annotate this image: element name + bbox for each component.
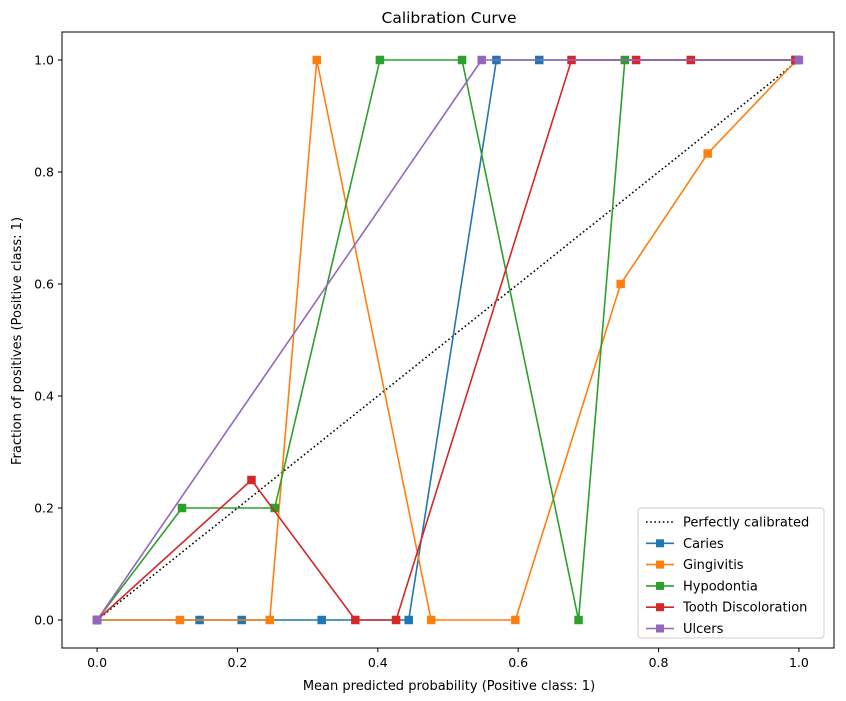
data-point-hypodontia — [177, 503, 187, 513]
data-point-hypodontia — [574, 615, 583, 625]
data-point-caries — [404, 615, 413, 625]
x-tick-label: 0.2 — [228, 655, 248, 670]
legend-marker — [656, 603, 664, 612]
y-tick-label: 1.0 — [34, 53, 54, 68]
x-tick-label: 0.6 — [508, 655, 528, 670]
perfectly-calibrated-line — [96, 59, 800, 621]
legend-label: Ulcers — [683, 622, 724, 637]
data-point-gingivitis — [312, 55, 322, 65]
legend-entry-perfectly-calibrated: Perfectly calibrated — [646, 516, 809, 531]
x-tick-label: 0.4 — [368, 655, 388, 670]
legend-label: Tooth Discoloration — [682, 601, 807, 616]
data-point-gingivitis — [703, 149, 712, 158]
data-point-caries — [317, 615, 326, 625]
x-tick-label: 1.0 — [789, 655, 809, 670]
legend-entry-hypodontia: Hypodontia — [646, 579, 758, 594]
data-point-tooth-discoloration — [391, 615, 401, 625]
legend-label: Hypodontia — [683, 579, 758, 594]
y-tick-label: 0.0 — [34, 613, 54, 628]
data-point-ulcers — [794, 55, 804, 65]
data-point-tooth-discoloration — [351, 615, 360, 625]
data-point-ulcers — [477, 55, 486, 65]
data-point-gingivitis — [265, 615, 274, 625]
reference-layer — [96, 59, 800, 621]
x-tick-label: 0.0 — [87, 655, 107, 670]
plot-area — [92, 55, 804, 625]
data-point-gingivitis — [616, 279, 625, 289]
data-point-hypodontia — [457, 55, 467, 65]
data-point-tooth-discoloration — [247, 475, 256, 485]
legend-marker — [656, 581, 664, 590]
data-point-hypodontia — [375, 55, 385, 65]
x-axis-label: Mean predicted probability (Positive cla… — [303, 679, 595, 694]
data-point-ulcers — [92, 615, 102, 625]
chart-title: Calibration Curve — [382, 9, 517, 27]
legend-entry-ulcers: Ulcers — [646, 622, 724, 637]
legend-entry-tooth-discoloration: Tooth Discoloration — [646, 601, 807, 616]
legend-entry-gingivitis: Gingivitis — [646, 558, 744, 573]
data-point-gingivitis — [426, 615, 436, 625]
y-tick-label: 0.2 — [34, 501, 54, 516]
legend-marker — [656, 560, 664, 569]
legend-entry-caries: Caries — [646, 537, 724, 552]
legend: Perfectly calibrated Caries Gingivitis Hypo… — [637, 507, 825, 639]
axis-ticks: 0.0 0.2 0.4 0.6 0.8 1.0 0.0 0.2 0.4 0.6 0.8 1.0 — [34, 53, 809, 671]
y-tick-label: 0.6 — [34, 277, 54, 292]
series-ulcers — [92, 55, 804, 625]
axes-frame — [61, 31, 835, 649]
legend-marker — [656, 624, 664, 633]
y-axis-label: Fraction of positives (Positive class: 1… — [10, 217, 25, 465]
data-point-gingivitis — [175, 615, 185, 625]
legend-label: Perfectly calibrated — [683, 516, 809, 531]
series-line-hypodontia — [96, 59, 797, 621]
legend-label: Gingivitis — [683, 558, 744, 573]
legend-marker — [656, 539, 664, 548]
x-tick-label: 0.8 — [649, 655, 669, 670]
y-tick-label: 0.4 — [34, 389, 54, 404]
y-tick-label: 0.8 — [34, 165, 54, 180]
series-layer — [92, 55, 804, 625]
legend-label: Caries — [683, 537, 724, 552]
legend-box — [637, 507, 825, 639]
data-point-gingivitis — [511, 615, 520, 625]
